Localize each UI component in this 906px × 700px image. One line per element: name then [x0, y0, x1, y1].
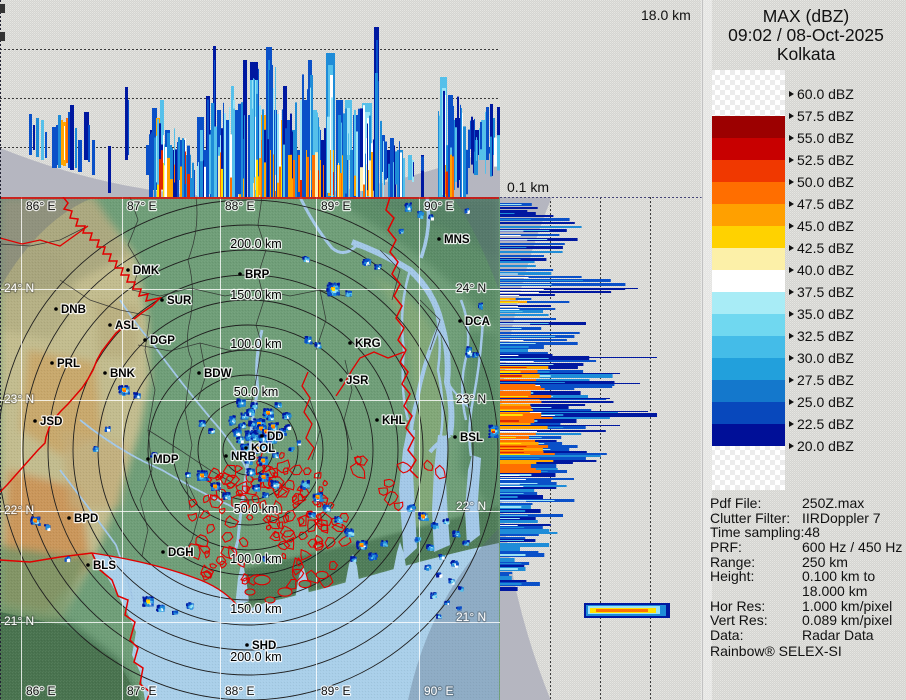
svg-text:250 km: 250 km [802, 554, 848, 570]
svg-text:21° N: 21° N [456, 610, 486, 624]
svg-text:09:02 / 08-Oct-2025: 09:02 / 08-Oct-2025 [728, 25, 884, 45]
svg-text:200.0 km: 200.0 km [230, 237, 281, 251]
svg-text:NRB: NRB [231, 451, 256, 463]
svg-text:88° E: 88° E [225, 684, 254, 698]
svg-text:KHL: KHL [382, 415, 406, 427]
svg-text:600 Hz / 450 Hz: 600 Hz / 450 Hz [802, 539, 902, 555]
svg-text:22.5 dBZ: 22.5 dBZ [797, 416, 854, 432]
svg-text:Rainbow® SELEX-SI: Rainbow® SELEX-SI [710, 643, 842, 659]
svg-text:PRF:: PRF: [710, 539, 742, 555]
svg-text:Time sampling:48: Time sampling:48 [710, 524, 820, 540]
svg-text:SUR: SUR [167, 295, 192, 307]
svg-text:DGP: DGP [150, 335, 175, 347]
svg-text:90° E: 90° E [424, 684, 453, 698]
svg-text:DMK: DMK [133, 265, 160, 277]
svg-text:35.0 dBZ: 35.0 dBZ [797, 306, 854, 322]
svg-text:42.5 dBZ: 42.5 dBZ [797, 240, 854, 256]
svg-text:Height:: Height: [710, 568, 754, 584]
svg-text:DCA: DCA [465, 316, 490, 328]
svg-text:55.0 dBZ: 55.0 dBZ [797, 130, 854, 146]
svg-text:0.100 km to: 0.100 km to [802, 568, 875, 584]
svg-text:BDW: BDW [204, 368, 232, 380]
svg-text:BRP: BRP [245, 269, 270, 281]
svg-text:MNS: MNS [444, 234, 470, 246]
svg-text:Data:: Data: [710, 627, 743, 643]
svg-text:45.0 dBZ: 45.0 dBZ [797, 218, 854, 234]
svg-text:37.5 dBZ: 37.5 dBZ [797, 284, 854, 300]
svg-text:SHD: SHD [252, 640, 276, 652]
svg-text:250Z.max: 250Z.max [802, 495, 864, 511]
svg-text:Radar Data: Radar Data [802, 627, 874, 643]
svg-text:150.0 km: 150.0 km [230, 602, 281, 616]
svg-text:50.0 dBZ: 50.0 dBZ [797, 174, 854, 190]
svg-text:Pdf File:: Pdf File: [710, 495, 761, 511]
svg-text:87° E: 87° E [127, 199, 156, 213]
svg-text:60.0 dBZ: 60.0 dBZ [797, 86, 854, 102]
svg-text:Hor Res:: Hor Res: [710, 598, 765, 614]
svg-text:18.000 km: 18.000 km [802, 583, 867, 599]
svg-text:BSL: BSL [460, 432, 483, 444]
svg-text:25.0 dBZ: 25.0 dBZ [797, 394, 854, 410]
svg-text:86° E: 86° E [26, 684, 55, 698]
svg-text:DNB: DNB [61, 304, 86, 316]
svg-text:IIRDoppler 7: IIRDoppler 7 [802, 510, 881, 526]
svg-text:52.5 dBZ: 52.5 dBZ [797, 152, 854, 168]
svg-text:MAX (dBZ): MAX (dBZ) [763, 6, 850, 26]
svg-text:Kolkata: Kolkata [777, 44, 836, 64]
svg-text:22° N: 22° N [4, 503, 34, 517]
svg-text:50.0 km: 50.0 km [234, 502, 278, 516]
svg-text:JSR: JSR [346, 375, 369, 387]
svg-text:KOL: KOL [251, 443, 275, 455]
svg-text:150.0 km: 150.0 km [230, 288, 281, 302]
svg-text:Vert Res:: Vert Res: [710, 612, 768, 628]
svg-text:22° N: 22° N [456, 499, 486, 513]
svg-text:BPD: BPD [74, 513, 98, 525]
svg-text:23° N: 23° N [456, 392, 486, 406]
svg-text:23° N: 23° N [4, 392, 34, 406]
svg-text:88° E: 88° E [225, 199, 254, 213]
svg-text:0.089 km/pixel: 0.089 km/pixel [802, 612, 892, 628]
svg-text:50.0 km: 50.0 km [234, 385, 278, 399]
svg-text:200.0 km: 200.0 km [230, 650, 281, 664]
svg-text:JSD: JSD [40, 416, 62, 428]
svg-text:47.5 dBZ: 47.5 dBZ [797, 196, 854, 212]
svg-text:ASL: ASL [115, 320, 138, 332]
svg-text:24° N: 24° N [4, 281, 34, 295]
svg-text:18.0 km: 18.0 km [641, 7, 691, 23]
svg-text:Clutter Filter:: Clutter Filter: [710, 510, 790, 526]
svg-text:24° N: 24° N [456, 281, 486, 295]
svg-text:89° E: 89° E [321, 684, 350, 698]
svg-text:DGH: DGH [168, 547, 194, 559]
svg-text:40.0 dBZ: 40.0 dBZ [797, 262, 854, 278]
svg-text:57.5 dBZ: 57.5 dBZ [797, 108, 854, 124]
svg-text:90° E: 90° E [424, 199, 453, 213]
svg-text:20.0 dBZ: 20.0 dBZ [797, 438, 854, 454]
svg-text:100.0 km: 100.0 km [230, 552, 281, 566]
svg-text:27.5 dBZ: 27.5 dBZ [797, 372, 854, 388]
svg-text:21° N: 21° N [4, 614, 34, 628]
svg-text:BNK: BNK [110, 368, 136, 380]
svg-text:100.0 km: 100.0 km [230, 337, 281, 351]
svg-text:KRG: KRG [355, 338, 381, 350]
svg-text:86° E: 86° E [26, 199, 55, 213]
svg-text:32.5 dBZ: 32.5 dBZ [797, 328, 854, 344]
svg-text:MDP: MDP [153, 454, 179, 466]
svg-text:Range:: Range: [710, 554, 755, 570]
svg-text:1.000 km/pixel: 1.000 km/pixel [802, 598, 892, 614]
svg-text:BLS: BLS [93, 560, 116, 572]
svg-text:DD: DD [267, 431, 284, 443]
svg-text:87° E: 87° E [127, 684, 156, 698]
svg-text:30.0 dBZ: 30.0 dBZ [797, 350, 854, 366]
svg-text:PRL: PRL [57, 358, 80, 370]
svg-text:0.1 km: 0.1 km [507, 179, 549, 195]
svg-text:89° E: 89° E [321, 199, 350, 213]
